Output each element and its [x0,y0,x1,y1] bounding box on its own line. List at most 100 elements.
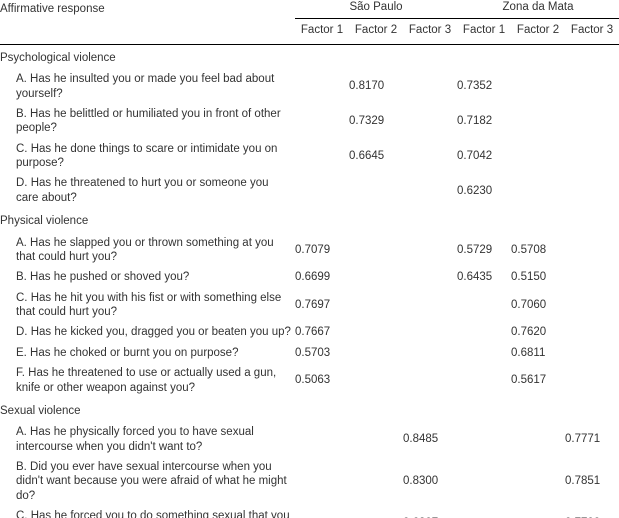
factor-header-2: Factor 2 [349,19,403,44]
value-cell [349,267,403,287]
factor-header-3: Factor 3 [403,19,457,44]
table-row: A. Has he insulted you or made you feel … [0,69,619,104]
factor-header-1: Factor 1 [295,19,349,44]
value-cell [349,363,403,398]
value-cell: 0.5150 [511,267,565,287]
value-cell [565,69,619,104]
value-cell: 0.7700 [565,506,619,518]
table-row: C. Has he done things to scare or intimi… [0,139,619,174]
value-cell: 0.5063 [295,363,349,398]
question-cell: B. Has he belittled or humiliated you in… [0,104,295,139]
value-cell: 0.7771 [565,422,619,457]
value-cell [349,457,403,506]
question-cell: B. Did you ever have sexual intercourse … [0,457,295,506]
value-cell: 0.7851 [565,457,619,506]
table-row: D. Has he kicked you, dragged you or bea… [0,322,619,342]
value-cell [295,139,349,174]
question-cell: A. Has he insulted you or made you feel … [0,69,295,104]
question-cell: C. Has he done things to scare or intimi… [0,139,295,174]
value-cell: 0.5729 [457,233,511,268]
value-cell: 0.7042 [457,139,511,174]
value-cell: 0.7697 [295,288,349,323]
value-cell: 0.7079 [295,233,349,268]
value-cell [403,139,457,174]
value-cell [349,288,403,323]
value-cell: 0.5703 [295,343,349,363]
question-cell: E. Has he choked or burnt you on purpose… [0,343,295,363]
value-cell [511,69,565,104]
value-cell [295,506,349,518]
value-cell [565,322,619,342]
value-cell: 0.7667 [295,322,349,342]
value-cell: 0.6807 [403,506,457,518]
value-cell [295,422,349,457]
question-cell: D. Has he threatened to hurt you or some… [0,173,295,208]
value-cell [457,288,511,323]
table-row: B. Has he belittled or humiliated you in… [0,104,619,139]
value-cell [295,457,349,506]
table-row: A. Has he physically forced you to have … [0,422,619,457]
value-cell [511,506,565,518]
value-cell [565,104,619,139]
value-cell [295,104,349,139]
question-cell: A. Has he slapped you or thrown somethin… [0,233,295,268]
region-2-header: Zona da Mata [457,0,619,19]
table-row: D. Has he threatened to hurt you or some… [0,173,619,208]
value-cell [457,363,511,398]
value-cell: 0.6645 [349,139,403,174]
value-cell [457,322,511,342]
region-1-header: São Paulo [295,0,457,19]
value-cell [511,457,565,506]
section-row: Psychological violence [0,44,619,69]
value-cell [295,69,349,104]
table-row: B. Did you ever have sexual intercourse … [0,457,619,506]
table-row: A. Has he slapped you or thrown somethin… [0,233,619,268]
table-row: F. Has he threatened to use or actually … [0,363,619,398]
value-cell [403,104,457,139]
factor-header-4: Factor 1 [457,19,511,44]
value-cell [295,173,349,208]
value-cell [349,233,403,268]
table-row: C. Has he hit you with his fist or with … [0,288,619,323]
value-cell: 0.8170 [349,69,403,104]
value-cell: 0.6435 [457,267,511,287]
factor-header-6: Factor 3 [565,19,619,44]
value-cell [565,139,619,174]
value-cell: 0.7352 [457,69,511,104]
question-cell: D. Has he kicked you, dragged you or bea… [0,322,295,342]
value-cell [565,363,619,398]
question-cell: B. Has he pushed or shoved you? [0,267,295,287]
question-cell: F. Has he threatened to use or actually … [0,363,295,398]
value-cell: 0.8485 [403,422,457,457]
table-row: C. Has he forced you to do something sex… [0,506,619,518]
value-cell: 0.5617 [511,363,565,398]
question-cell: C. Has he hit you with his fist or with … [0,288,295,323]
value-cell [403,69,457,104]
value-cell [349,422,403,457]
value-cell [511,173,565,208]
question-cell: A. Has he physically forced you to have … [0,422,295,457]
section-title: Psychological violence [0,44,619,69]
value-cell [511,422,565,457]
value-cell [349,322,403,342]
value-cell: 0.7620 [511,322,565,342]
value-cell [403,363,457,398]
question-cell: C. Has he forced you to do something sex… [0,506,295,518]
section-title: Physical violence [0,208,619,232]
value-cell: 0.8300 [403,457,457,506]
value-cell [565,233,619,268]
value-cell: 0.6699 [295,267,349,287]
factor-header-5: Factor 2 [511,19,565,44]
value-cell [565,267,619,287]
value-cell [403,173,457,208]
section-row: Sexual violence [0,398,619,422]
value-cell [457,422,511,457]
value-cell [511,104,565,139]
value-cell: 0.7329 [349,104,403,139]
value-cell: 0.6230 [457,173,511,208]
section-row: Physical violence [0,208,619,232]
value-cell: 0.7182 [457,104,511,139]
factor-loadings-table: Affirmative response São Paulo Zona da M… [0,0,619,518]
value-cell [403,322,457,342]
value-cell [403,343,457,363]
